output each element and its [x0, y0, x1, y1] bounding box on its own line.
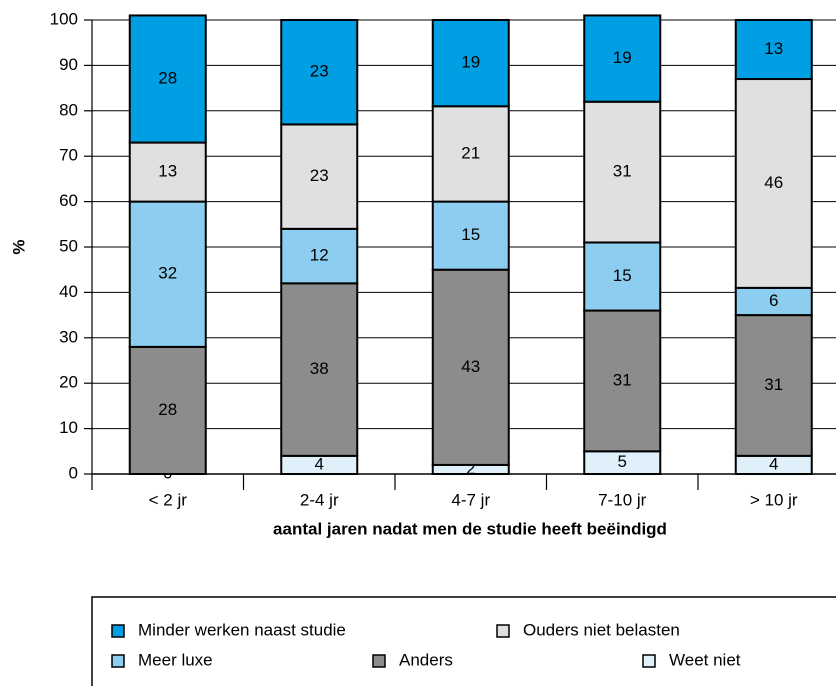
legend-label: Weet niet	[669, 650, 741, 669]
data-label: 21	[461, 143, 480, 162]
data-label: 38	[310, 359, 329, 378]
data-label: 5	[618, 452, 627, 471]
y-axis-label: %	[9, 239, 28, 254]
x-axis-label: aantal jaren nadat men de studie heeft b…	[273, 519, 667, 538]
legend-swatch	[496, 624, 510, 638]
bar-segment	[431, 19, 510, 108]
bar-segment	[128, 14, 207, 144]
data-label: 19	[613, 48, 632, 67]
data-label: 13	[158, 162, 177, 181]
data-label: 31	[613, 370, 632, 389]
bar-segment	[280, 282, 359, 457]
y-tick-label: 90	[59, 55, 78, 74]
legend-label: Ouders niet belasten	[523, 620, 680, 639]
bar-segment	[280, 227, 359, 285]
data-label: 31	[764, 375, 783, 394]
data-label: 4	[769, 454, 778, 473]
legend-label: Minder werken naast studie	[138, 620, 346, 639]
legend-swatch	[372, 654, 386, 668]
bar-segment	[431, 200, 510, 271]
bar-segment	[583, 100, 662, 244]
legend-label: Meer luxe	[138, 650, 213, 669]
x-tick-label: > 10 jr	[750, 490, 798, 509]
legend-label: Anders	[399, 650, 453, 669]
y-tick-label: 40	[59, 282, 78, 301]
data-label: 46	[764, 173, 783, 192]
bar-segment	[431, 268, 510, 466]
x-tick-label: < 2 jr	[149, 490, 188, 509]
y-tick-label: 0	[69, 463, 78, 482]
legend-swatch	[111, 624, 125, 638]
data-label: 19	[461, 53, 480, 72]
y-tick-label: 50	[59, 236, 78, 255]
data-label: 32	[158, 264, 177, 283]
data-label: 31	[613, 162, 632, 181]
bar-segment	[734, 78, 813, 289]
bar-segment	[431, 105, 510, 203]
data-label: 2	[466, 459, 475, 478]
data-label: 28	[158, 69, 177, 88]
x-tick-label: 7-10 jr	[598, 490, 647, 509]
y-tick-label: 70	[59, 146, 78, 165]
bar-segment	[583, 14, 662, 103]
legend-box	[91, 596, 836, 686]
bar-segment	[128, 345, 207, 476]
bar-segment	[734, 286, 813, 317]
y-tick-label: 60	[59, 191, 78, 210]
bar-segment	[583, 309, 662, 453]
data-label: 28	[158, 400, 177, 419]
data-label: 23	[310, 62, 329, 81]
data-label: 43	[461, 357, 480, 376]
x-tick-label: 4-7 jr	[451, 490, 490, 509]
y-tick-label: 30	[59, 327, 78, 346]
y-tick-label: 10	[59, 418, 78, 437]
legend-swatch	[642, 654, 656, 668]
y-tick-label: 20	[59, 373, 78, 392]
x-tick-label: 2-4 jr	[300, 490, 339, 509]
data-label: 15	[461, 225, 480, 244]
data-label: 12	[310, 246, 329, 265]
bar-segment	[734, 19, 813, 81]
legend-swatch	[111, 654, 125, 668]
data-label: 15	[613, 266, 632, 285]
data-label: 23	[310, 166, 329, 185]
bar-segment	[280, 19, 359, 126]
y-tick-label: 80	[59, 100, 78, 119]
data-label: 6	[769, 291, 778, 310]
bar-segment	[280, 123, 359, 230]
data-label: 13	[764, 39, 783, 58]
bar-segment	[583, 241, 662, 312]
y-tick-label: 100	[50, 9, 78, 28]
bar-segment	[734, 314, 813, 457]
data-label: 4	[315, 454, 324, 473]
